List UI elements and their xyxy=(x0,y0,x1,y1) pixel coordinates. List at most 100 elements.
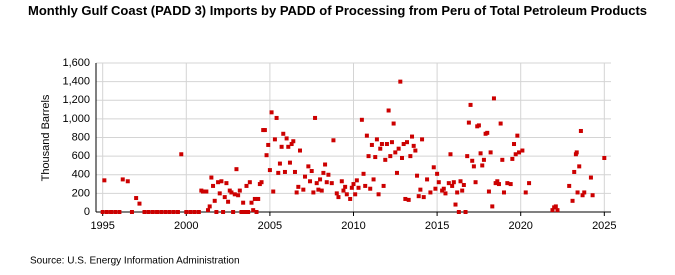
point xyxy=(512,142,517,147)
point xyxy=(102,178,107,183)
point xyxy=(491,96,496,101)
point xyxy=(411,143,416,148)
point xyxy=(314,181,319,186)
point xyxy=(433,186,438,191)
point xyxy=(134,196,139,201)
source: Source: U.S. Energy Information Administ… xyxy=(30,256,240,267)
point xyxy=(485,130,490,135)
point xyxy=(555,208,560,213)
point xyxy=(271,189,276,194)
point xyxy=(588,175,593,180)
y-tick-label: 200 xyxy=(72,187,90,199)
point xyxy=(476,123,481,128)
x-tick-label: 2005 xyxy=(258,220,282,232)
point xyxy=(570,198,575,203)
point xyxy=(393,150,398,155)
point xyxy=(496,182,501,187)
point xyxy=(383,157,388,162)
point xyxy=(221,210,226,214)
point xyxy=(279,144,284,149)
point xyxy=(159,210,164,214)
point xyxy=(306,164,311,169)
point xyxy=(276,170,281,175)
y-tick-label: 1,000 xyxy=(62,113,90,125)
x-tick-label: 2000 xyxy=(174,220,198,232)
point xyxy=(146,210,151,214)
point xyxy=(216,180,221,185)
point xyxy=(188,210,193,214)
y-tick-label: 600 xyxy=(72,150,90,162)
point xyxy=(184,210,189,214)
y-tick-label: 1,200 xyxy=(62,94,90,106)
point xyxy=(527,181,532,186)
point xyxy=(415,173,420,178)
point xyxy=(371,177,376,182)
point xyxy=(331,138,336,143)
point xyxy=(363,183,368,188)
y-tick-label: 400 xyxy=(72,169,90,181)
point xyxy=(406,197,411,202)
point xyxy=(287,160,292,165)
point xyxy=(150,210,155,214)
point xyxy=(155,210,160,214)
point xyxy=(241,200,246,205)
point xyxy=(574,150,579,155)
point xyxy=(291,139,296,144)
y-tick-label: 800 xyxy=(72,131,90,143)
point xyxy=(129,210,134,214)
point xyxy=(309,169,314,174)
point xyxy=(366,154,371,159)
point xyxy=(416,194,421,199)
point xyxy=(323,162,328,167)
point xyxy=(226,199,231,204)
point xyxy=(413,148,418,153)
point xyxy=(262,128,267,133)
point xyxy=(481,157,486,162)
point xyxy=(219,179,224,184)
point xyxy=(324,180,329,185)
point xyxy=(339,179,344,184)
point xyxy=(590,193,595,198)
point xyxy=(353,192,358,197)
point xyxy=(222,195,227,200)
point xyxy=(368,186,373,191)
point xyxy=(505,181,510,186)
point xyxy=(264,153,269,158)
point xyxy=(252,196,257,201)
point xyxy=(214,210,219,214)
point xyxy=(456,210,461,214)
point xyxy=(575,190,580,195)
point xyxy=(410,134,415,139)
point xyxy=(463,210,468,214)
point xyxy=(374,137,379,142)
point xyxy=(577,164,582,169)
point xyxy=(109,210,114,214)
point xyxy=(269,110,274,115)
point xyxy=(175,210,180,214)
point xyxy=(348,196,353,201)
y-tick-label: 1,400 xyxy=(62,76,90,88)
point xyxy=(211,183,216,188)
point xyxy=(388,154,393,159)
point xyxy=(311,190,316,195)
point xyxy=(234,167,239,172)
point xyxy=(448,152,453,157)
point xyxy=(354,178,359,183)
point xyxy=(266,142,271,147)
point xyxy=(466,120,471,125)
point xyxy=(550,208,555,213)
point xyxy=(207,204,212,209)
point xyxy=(334,191,339,196)
point xyxy=(232,192,237,197)
point xyxy=(319,188,324,193)
point xyxy=(100,210,105,214)
point xyxy=(379,142,384,147)
point xyxy=(167,210,172,214)
point xyxy=(163,210,168,214)
point xyxy=(461,182,466,187)
point xyxy=(229,190,234,195)
point xyxy=(313,115,318,120)
point xyxy=(567,183,572,188)
point xyxy=(209,175,214,180)
point xyxy=(515,133,520,138)
